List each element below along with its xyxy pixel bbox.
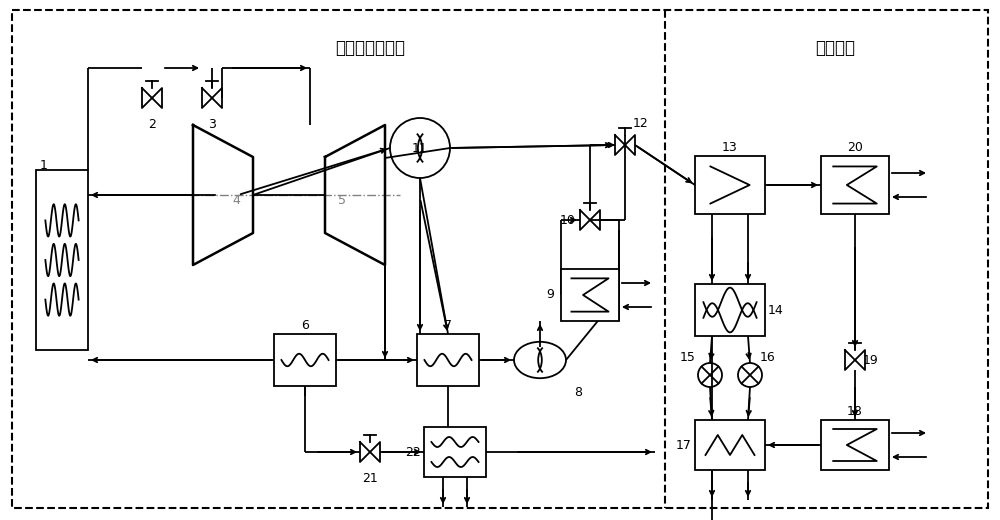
Bar [695,156,765,214]
Text: 7: 7 [444,318,452,332]
Text: 15: 15 [680,350,696,363]
Text: 17: 17 [676,438,692,451]
Text: 1: 1 [40,159,48,172]
Text: 19: 19 [863,354,879,367]
Bar [821,420,889,470]
Text: 12: 12 [633,116,649,129]
Text: 3: 3 [208,118,216,131]
Bar [821,156,889,214]
Text: 11: 11 [412,141,428,154]
Text: 8: 8 [574,385,582,398]
Text: 16: 16 [760,350,776,363]
Text: 10: 10 [560,214,576,227]
Bar [424,427,486,477]
Bar [695,284,765,336]
Bar [36,170,88,350]
Text: 5: 5 [338,193,346,206]
Bar [561,269,619,321]
Text: 发电及供热模块: 发电及供热模块 [335,39,405,57]
Bar [417,334,479,386]
Text: 18: 18 [847,405,863,418]
Text: 制冷模块: 制冷模块 [815,39,855,57]
Text: 9: 9 [546,288,554,301]
Text: 14: 14 [768,304,784,317]
Text: 4: 4 [232,193,240,206]
Text: 2: 2 [148,118,156,131]
Bar [274,334,336,386]
Text: 6: 6 [301,318,309,332]
Text: 20: 20 [847,140,863,153]
Bar [695,420,765,470]
Text: 21: 21 [362,472,378,485]
Text: 22: 22 [405,446,421,459]
Text: 13: 13 [722,140,738,153]
